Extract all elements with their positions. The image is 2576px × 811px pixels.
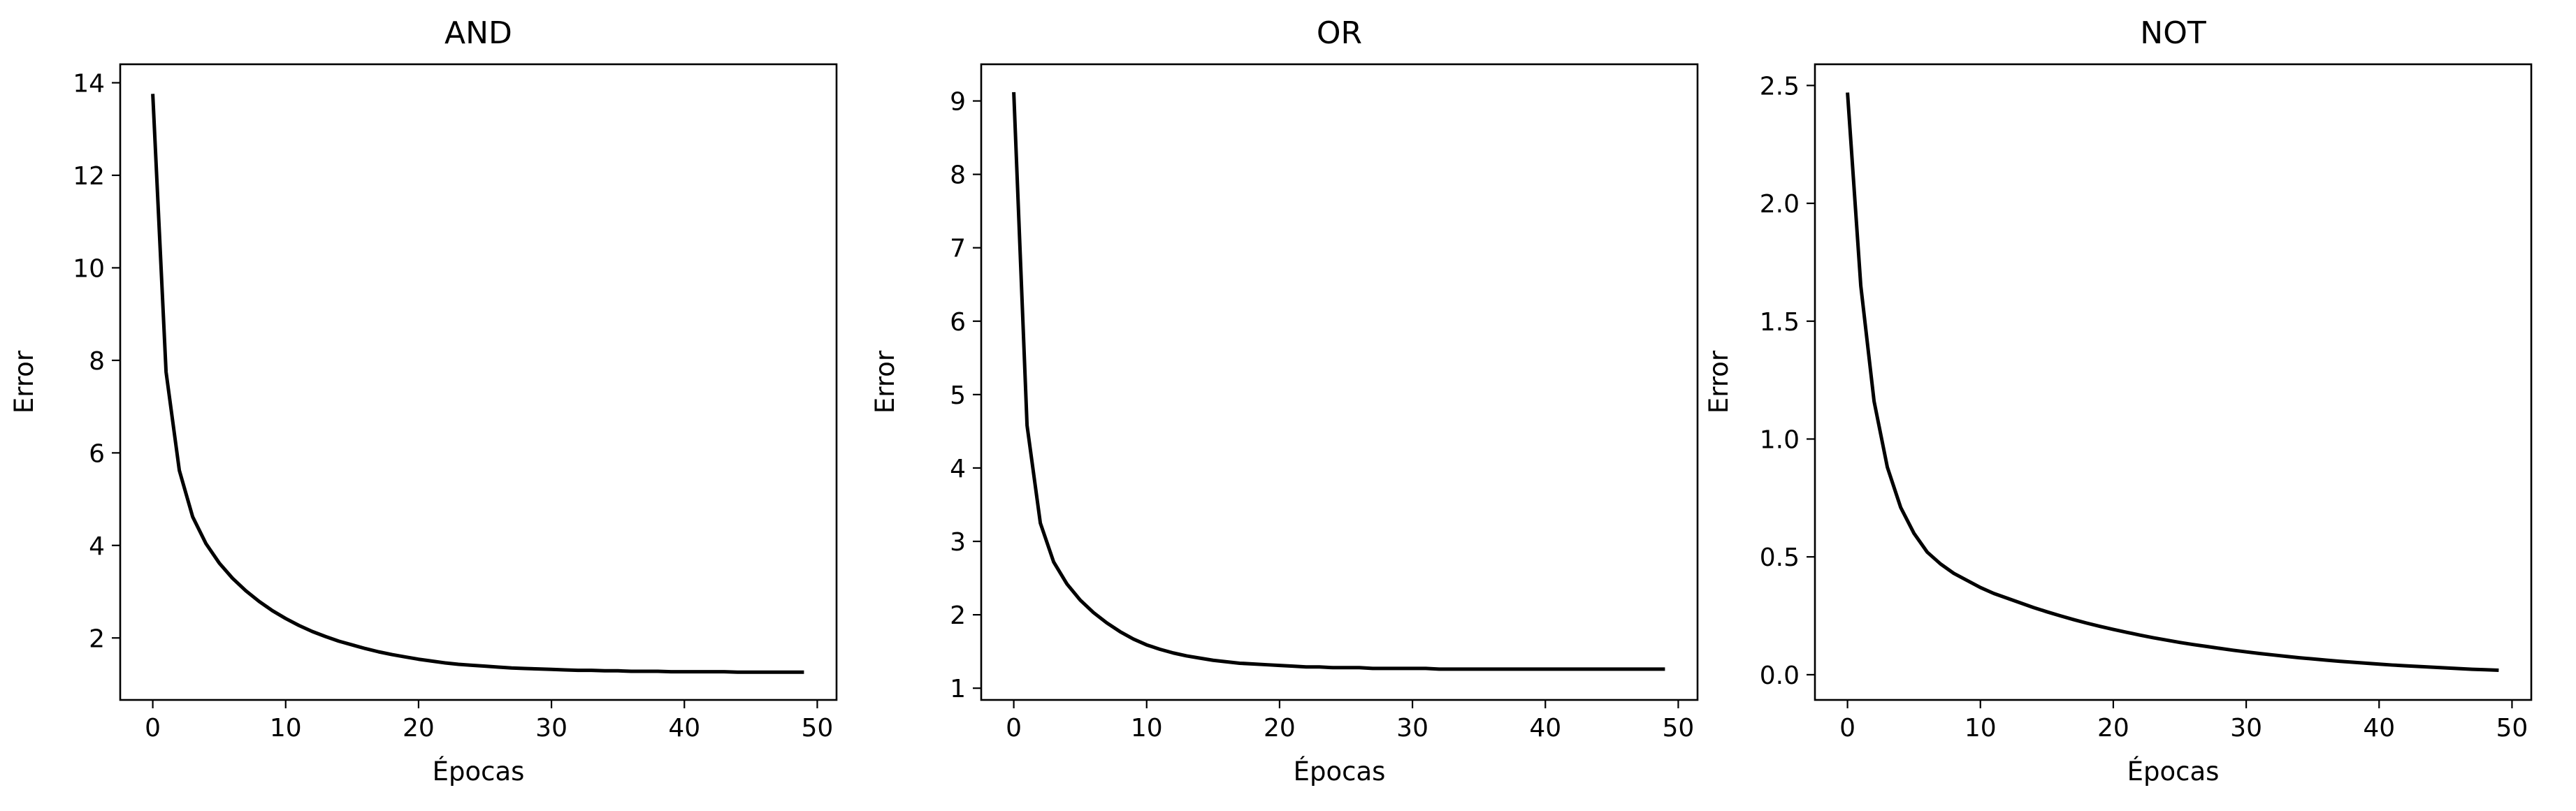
x-tick-label: 20 <box>403 714 435 743</box>
x-tick-label: 50 <box>2496 714 2528 743</box>
x-axis-label: Épocas <box>2127 756 2220 787</box>
y-tick-label: 4 <box>89 532 105 561</box>
chart-title: AND <box>444 15 512 51</box>
x-axis-label: Épocas <box>1294 756 1386 787</box>
x-tick-label: 40 <box>2363 714 2395 743</box>
x-axis-label: Épocas <box>433 756 525 787</box>
y-tick-label: 0.0 <box>1760 662 1800 690</box>
y-tick-label: 6 <box>950 308 966 337</box>
x-tick-label: 50 <box>1663 714 1695 743</box>
x-tick-label: 20 <box>2097 714 2129 743</box>
y-tick-label: 8 <box>950 161 966 190</box>
chart-panel-1: OR 0 10 20 30 40 50 1 2 3 4 5 6 7 8 9 Épocas Error <box>870 15 1699 787</box>
x-tick-label: 0 <box>145 714 161 743</box>
x-tick-label: 10 <box>1964 714 1997 743</box>
y-tick-label: 2.0 <box>1760 190 1800 219</box>
y-tick-label: 9 <box>950 88 966 117</box>
x-tick-label: 20 <box>1264 714 1296 743</box>
y-tick-label: 2.5 <box>1760 72 1800 101</box>
chart-title: OR <box>1317 15 1362 51</box>
x-tick-label: 40 <box>668 714 700 743</box>
y-tick-label: 1.5 <box>1760 308 1800 337</box>
y-axis-label: Error <box>1704 350 1734 414</box>
y-tick-label: 10 <box>73 254 105 283</box>
y-axis-label: Error <box>870 350 900 414</box>
y-axis-label: Error <box>9 350 39 414</box>
y-tick-label: 12 <box>73 162 105 191</box>
x-tick-label: 30 <box>535 714 567 743</box>
y-tick-label: 14 <box>73 69 105 98</box>
y-tick-label: 8 <box>89 347 105 376</box>
x-tick-label: 40 <box>1529 714 1561 743</box>
chart-panel-2: NOT 0 10 20 30 40 50 0.0 0.5 1.0 1.5 2.0 2.5 Épocas Er… <box>1704 15 2533 787</box>
series-line <box>1012 92 1665 671</box>
plot-frame <box>980 63 1699 701</box>
x-tick-label: 50 <box>802 714 834 743</box>
chart-panel-0: AND 0 10 20 30 40 50 2 4 6 8 10 12 14 Épocas Error <box>9 15 838 787</box>
x-tick-label: 30 <box>1396 714 1428 743</box>
y-tick-label: 2 <box>89 624 105 653</box>
chart-title: NOT <box>2140 15 2206 51</box>
y-tick-label: 4 <box>950 455 966 483</box>
y-tick-label: 7 <box>950 235 966 263</box>
x-tick-label: 0 <box>1006 714 1022 743</box>
y-tick-label: 1.0 <box>1760 425 1800 454</box>
series-line <box>1846 92 2499 672</box>
y-tick-label: 5 <box>950 381 966 410</box>
plot-frame <box>119 63 838 701</box>
y-tick-label: 6 <box>89 439 105 468</box>
y-tick-label: 0.5 <box>1760 543 1800 572</box>
plot-frame <box>1814 63 2533 701</box>
x-tick-label: 10 <box>1131 714 1163 743</box>
x-tick-label: 0 <box>1839 714 1855 743</box>
x-tick-label: 10 <box>270 714 302 743</box>
y-tick-label: 1 <box>950 675 966 703</box>
y-tick-label: 3 <box>950 528 966 557</box>
x-tick-label: 30 <box>2230 714 2262 743</box>
y-tick-label: 2 <box>950 601 966 630</box>
series-line <box>151 94 804 674</box>
